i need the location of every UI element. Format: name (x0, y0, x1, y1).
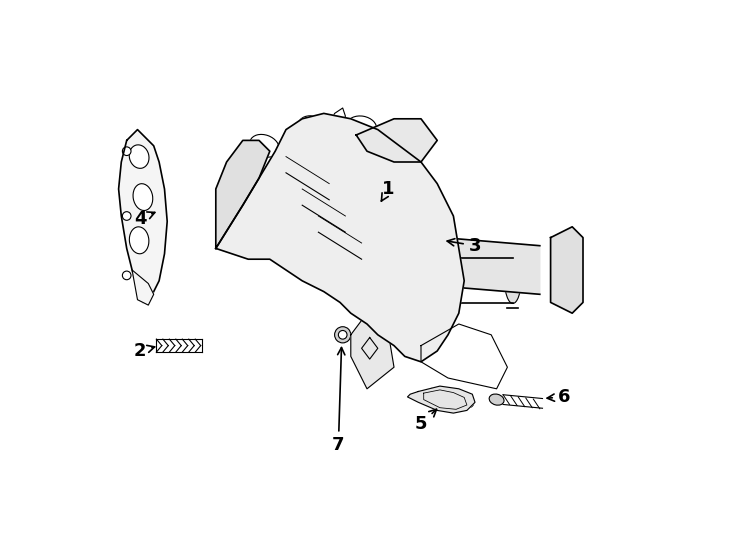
Ellipse shape (426, 388, 440, 402)
Ellipse shape (304, 198, 365, 278)
Ellipse shape (123, 212, 131, 220)
Ellipse shape (129, 227, 149, 254)
Polygon shape (119, 130, 167, 302)
Text: 2: 2 (134, 342, 155, 360)
Ellipse shape (440, 258, 456, 303)
Text: 4: 4 (134, 210, 155, 228)
Ellipse shape (123, 271, 131, 280)
Ellipse shape (446, 392, 460, 406)
Ellipse shape (315, 208, 355, 267)
Ellipse shape (335, 327, 351, 343)
Ellipse shape (560, 231, 573, 244)
Ellipse shape (560, 296, 573, 309)
Text: 7: 7 (332, 348, 345, 455)
Ellipse shape (129, 145, 149, 168)
Ellipse shape (505, 258, 521, 303)
Polygon shape (421, 238, 443, 302)
Ellipse shape (390, 220, 403, 233)
Ellipse shape (463, 397, 474, 408)
Ellipse shape (346, 116, 377, 138)
Polygon shape (216, 113, 464, 362)
Ellipse shape (250, 134, 279, 157)
Polygon shape (351, 313, 394, 389)
Polygon shape (356, 119, 437, 162)
Ellipse shape (123, 147, 131, 156)
Ellipse shape (423, 231, 435, 244)
Text: 6: 6 (547, 388, 570, 406)
Polygon shape (410, 235, 539, 294)
Polygon shape (216, 140, 270, 248)
Ellipse shape (298, 116, 328, 138)
Text: 3: 3 (447, 237, 482, 255)
Text: 5: 5 (415, 409, 437, 433)
Ellipse shape (338, 330, 347, 339)
Ellipse shape (133, 184, 153, 211)
Ellipse shape (393, 224, 400, 230)
Ellipse shape (425, 234, 433, 241)
Text: 1: 1 (381, 180, 395, 201)
Polygon shape (132, 270, 153, 305)
Polygon shape (550, 227, 583, 313)
Polygon shape (407, 386, 475, 413)
Ellipse shape (489, 394, 504, 405)
